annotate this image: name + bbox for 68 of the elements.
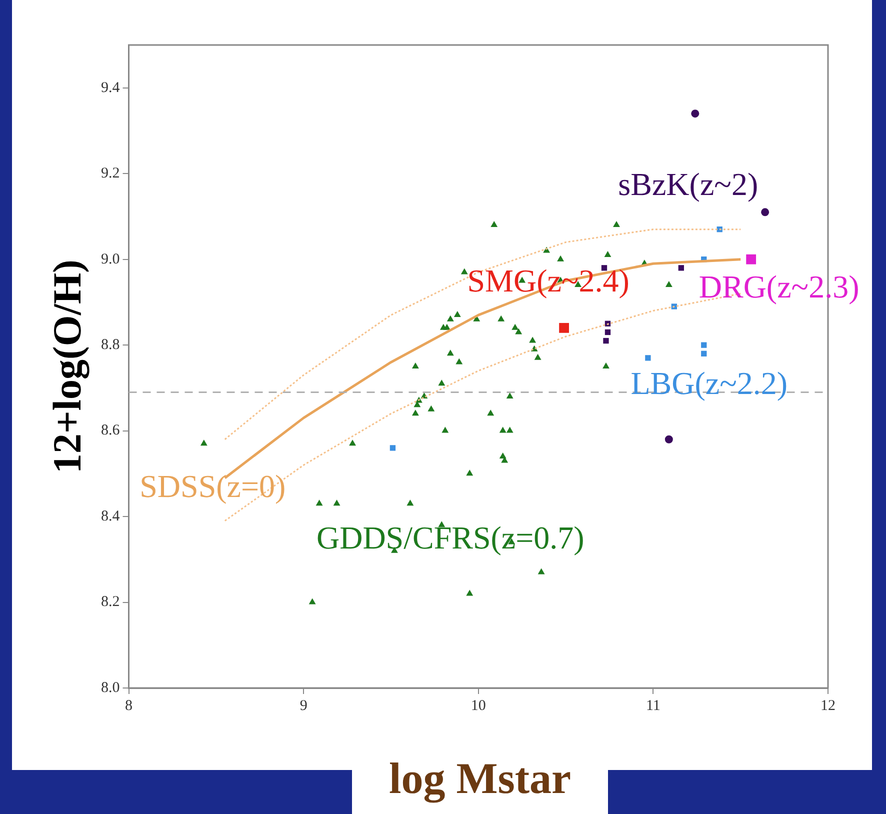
point [200,440,208,446]
series-label: GDDS/CFRS(z=0.7) [316,520,584,556]
point [506,392,514,399]
point [761,208,770,216]
series-label: LBG(z~2.2) [630,365,788,402]
point [454,311,461,318]
point [487,410,494,416]
y-tick-label: 9.2 [101,166,120,182]
point [691,110,700,118]
point [390,445,396,451]
point [466,470,474,476]
y-tick-label: 9.4 [101,80,120,96]
point [446,350,454,356]
point [499,426,506,433]
x-tick-label: 9 [300,698,308,714]
point [746,254,756,264]
point [665,281,672,288]
x-tick-label: 10 [470,698,486,714]
point [412,362,419,368]
point [602,362,610,368]
y-tick-label: 8.0 [101,680,120,696]
y-tick-label: 8.6 [101,422,120,439]
point [534,354,542,360]
point [466,590,474,596]
point [506,426,514,433]
point [333,500,340,506]
series-label: sBzK(z~2) [618,166,758,202]
point [316,500,323,506]
x-tick-label: 11 [646,698,660,714]
point [443,324,450,330]
point [604,329,611,336]
point [498,315,505,322]
point [490,221,498,228]
point [442,426,449,433]
x-tick-label: 12 [820,698,836,714]
point [538,568,545,574]
y-axis-title: 12+log(O/H) [44,260,90,474]
point [515,328,522,334]
point [603,338,609,344]
point [499,452,506,459]
point [412,410,419,416]
point [559,322,569,333]
point [678,265,684,271]
y-tick-label: 8.4 [101,508,120,524]
point [613,221,620,228]
series-label: SDSS(z=0) [140,468,286,504]
point [557,255,564,262]
x-tick-label: 8 [125,698,132,714]
point [701,350,707,356]
series-label: DRG(z~2.3) [698,268,860,305]
point [512,324,519,330]
point [701,342,707,348]
y-tick-label: 8.2 [101,594,120,610]
point [645,355,651,361]
y-tick-label: 8.8 [101,337,120,354]
x-axis-title: log Mstar [352,742,608,814]
point [456,358,463,364]
point [406,500,414,506]
y-tick-label: 9.0 [101,251,120,268]
point [349,440,356,446]
point [460,268,468,274]
point [446,315,454,322]
point [428,405,435,412]
point [529,336,536,343]
point [438,380,446,386]
point [308,598,316,604]
point [664,435,673,444]
point [604,251,612,258]
